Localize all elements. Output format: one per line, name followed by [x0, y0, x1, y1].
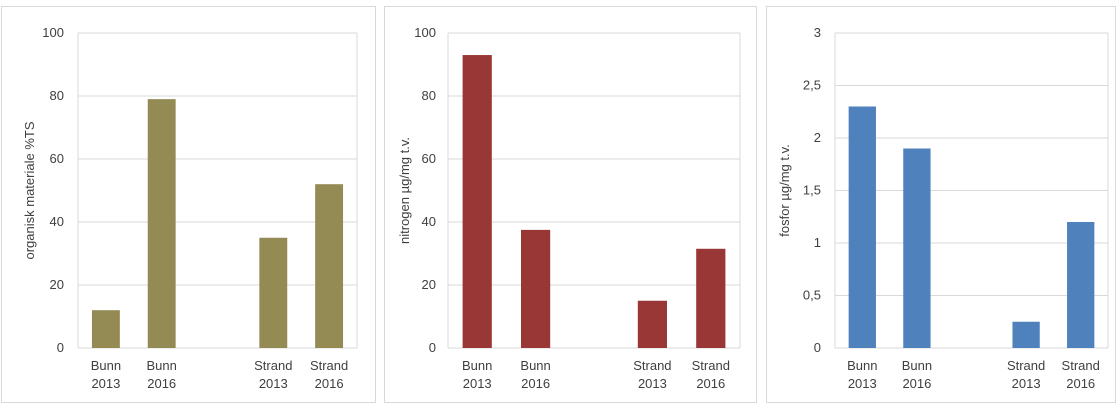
y-axis-label: fosfor µg/mg t.v.	[777, 144, 792, 237]
x-tick-label: 2013	[463, 376, 492, 391]
x-tick-label: Strand	[254, 358, 292, 373]
x-tick-label: 2016	[521, 376, 550, 391]
x-tick-label: Bunn	[520, 358, 550, 373]
bar	[848, 106, 876, 348]
y-tick-label: 60	[50, 151, 64, 166]
y-tick-label: 100	[414, 25, 436, 40]
x-tick-label: 2013	[848, 376, 877, 391]
chart-panel-phosphorus: 0 0,5 1 1,5 2 2,5 3 Bunn 2013 Bunn 2016 Strand 2013 S…	[766, 6, 1116, 403]
x-tick-label: Strand	[633, 358, 671, 373]
x-tick-label: Bunn	[847, 358, 877, 373]
y-tick-label: 1	[814, 235, 821, 250]
bar	[259, 237, 288, 348]
x-tick-label: Bunn	[147, 358, 177, 373]
x-tick-label: 2016	[902, 376, 931, 391]
bar	[462, 55, 492, 349]
y-axis-label: organisk materiale %TS	[22, 121, 37, 259]
bar	[147, 99, 176, 349]
y-tick-label: 3	[814, 25, 821, 40]
chart-panel-nitrogen: 0 20 40 60 80 100 Bunn 2013 Bunn 2016 Strand 2013 St…	[384, 6, 757, 403]
x-tick-label: 2016	[696, 376, 725, 391]
x-tick-label: Bunn	[91, 358, 121, 373]
y-tick-label: 40	[50, 214, 64, 229]
y-tick-label: 1,5	[803, 183, 821, 198]
x-tick-label: 2013	[1012, 376, 1041, 391]
y-axis-label: nitrogen µg/mg t.v.	[397, 137, 412, 244]
chart-svg-phosphorus: 0 0,5 1 1,5 2 2,5 3 Bunn 2013 Bunn 2016 Strand 2013 S…	[777, 25, 1109, 391]
x-tick-label: 2016	[315, 376, 344, 391]
y-tick-label: 0	[429, 340, 436, 355]
chart-panel-organic-matter: 0 20 40 60 80 100 Bunn 2013 Bunn 2016 Strand 2013 St…	[1, 6, 376, 403]
bar	[91, 310, 120, 348]
x-tick-label: Strand	[1062, 358, 1100, 373]
bar	[315, 184, 344, 348]
chart-svg-organic-matter: 0 20 40 60 80 100 Bunn 2013 Bunn 2016 Strand 2013 St…	[22, 25, 358, 391]
y-tick-label: 100	[42, 25, 64, 40]
bar	[521, 229, 551, 348]
y-tick-label: 0	[814, 340, 821, 355]
bar	[637, 300, 667, 348]
x-tick-label: 2016	[147, 376, 176, 391]
x-tick-label: 2013	[259, 376, 288, 391]
x-tick-label: Bunn	[462, 358, 492, 373]
bar	[903, 148, 931, 348]
y-tick-label: 2,5	[803, 78, 821, 93]
x-tick-label: Strand	[1007, 358, 1045, 373]
x-tick-label: 2013	[638, 376, 667, 391]
bar	[1067, 222, 1095, 348]
x-tick-label: 2016	[1066, 376, 1095, 391]
x-tick-label: Strand	[692, 358, 730, 373]
x-tick-label: Bunn	[902, 358, 932, 373]
y-tick-label: 80	[422, 88, 436, 103]
y-tick-label: 0,5	[803, 288, 821, 303]
chart-svg-nitrogen: 0 20 40 60 80 100 Bunn 2013 Bunn 2016 Strand 2013 St…	[397, 25, 741, 391]
y-tick-label: 20	[422, 277, 436, 292]
y-tick-label: 0	[57, 340, 64, 355]
y-tick-label: 40	[422, 214, 436, 229]
y-tick-label: 2	[814, 130, 821, 145]
x-tick-label: 2013	[91, 376, 120, 391]
bar	[696, 248, 726, 348]
y-tick-label: 80	[50, 88, 64, 103]
x-tick-label: Strand	[310, 358, 348, 373]
y-tick-label: 20	[50, 277, 64, 292]
y-tick-label: 60	[422, 151, 436, 166]
bar	[1012, 321, 1040, 348]
